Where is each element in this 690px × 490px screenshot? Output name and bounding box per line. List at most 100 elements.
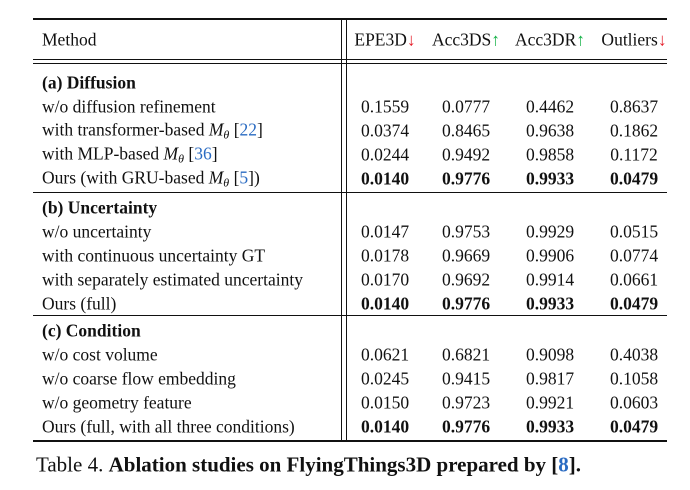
method-cell: with transformer-based Mθ [22]: [42, 120, 263, 143]
text-segment: w/o diffusion refinement: [42, 96, 216, 117]
value: 0.0147: [360, 221, 410, 242]
value: 0.1172: [610, 144, 658, 165]
text-segment: ]: [257, 119, 263, 140]
value: 0.0140: [360, 416, 410, 437]
header-rule: [33, 63, 667, 64]
value-cell: 0.9776: [442, 294, 490, 315]
value-cell: 0.9929: [526, 222, 574, 243]
method-cell: w/o geometry feature: [42, 393, 192, 414]
text-segment: 8: [558, 452, 569, 477]
text-segment: M: [208, 167, 224, 188]
value-cell: 0.0621: [361, 345, 409, 366]
header-cell: Outliers↓: [601, 30, 666, 51]
text-segment: M: [208, 119, 224, 140]
header-label: Outliers: [601, 29, 658, 50]
value-cell: 0.9723: [442, 393, 490, 414]
value: 0.9776: [441, 293, 491, 314]
value: 0.0661: [609, 269, 659, 290]
value: 0.0140: [360, 168, 410, 189]
header-arrow: ↓: [406, 29, 416, 50]
value: 0.8465: [441, 120, 491, 141]
value: 0.9098: [525, 344, 575, 365]
text-segment: [: [229, 167, 240, 188]
text-segment: with transformer-based: [42, 119, 209, 140]
text-segment: w/o geometry feature: [42, 392, 192, 413]
value-cell: 0.1172: [610, 145, 657, 166]
value: 0.9753: [441, 221, 491, 242]
value: 0.0603: [609, 392, 659, 413]
text-segment: w/o cost volume: [42, 344, 158, 365]
value: 0.0479: [609, 293, 659, 314]
value-cell: 0.9492: [442, 145, 490, 166]
text-segment: θ: [223, 175, 230, 190]
value-cell: 0.0150: [361, 393, 409, 414]
text-segment: [: [229, 119, 240, 140]
value-cell: 0.0147: [361, 222, 409, 243]
text-segment: 22: [239, 119, 258, 140]
value-cell: 0.9415: [442, 369, 490, 390]
value-cell: 0.0140: [361, 294, 409, 315]
value: 0.1862: [609, 120, 659, 141]
value-cell: 0.9753: [442, 222, 490, 243]
value-cell: 0.0479: [610, 169, 658, 190]
value-cell: 0.9914: [526, 270, 574, 291]
header-rule: [33, 59, 667, 60]
value: 0.0245: [360, 368, 410, 389]
value: 0.9415: [441, 368, 491, 389]
text-segment: θ: [223, 127, 230, 142]
value: 0.9492: [441, 144, 491, 165]
value: 0.6821: [441, 344, 491, 365]
text-segment: Ours (with GRU-based: [42, 167, 209, 188]
value: 0.9906: [525, 245, 575, 266]
header-label: Acc3DR: [515, 29, 577, 50]
value-cell: 0.0661: [610, 270, 658, 291]
value: 0.9776: [441, 416, 491, 437]
value: 0.9858: [525, 144, 575, 165]
value-cell: 0.9933: [526, 294, 574, 315]
value: 0.9669: [441, 245, 491, 266]
text-segment: [: [184, 143, 195, 164]
value: 0.9817: [525, 368, 575, 389]
value-cell: 0.0515: [610, 222, 658, 243]
value-cell: 0.9098: [526, 345, 574, 366]
method-cell: w/o cost volume: [42, 345, 158, 366]
value: 0.4462: [525, 96, 575, 117]
method-cell: w/o diffusion refinement: [42, 97, 216, 118]
header-cell: Method: [42, 30, 96, 51]
text-segment: with separately estimated uncertainty: [42, 269, 303, 290]
value-cell: 0.1559: [361, 97, 409, 118]
value-cell: 0.9669: [442, 246, 490, 267]
value-cell: 0.9776: [442, 417, 490, 438]
value: 0.0140: [360, 293, 410, 314]
value-cell: 0.0479: [610, 294, 658, 315]
method-cell: Ours (full, with all three conditions): [42, 417, 295, 438]
text-segment: θ: [178, 151, 185, 166]
value: 0.0515: [609, 221, 659, 242]
method-cell: w/o uncertainty: [42, 222, 151, 243]
header-label: Acc3DS: [431, 29, 492, 50]
value: 0.0178: [360, 245, 410, 266]
header-cell: Acc3DR↑: [515, 30, 585, 51]
value-cell: 0.4038: [610, 345, 658, 366]
value: 0.9929: [525, 221, 575, 242]
value-cell: 0.0245: [361, 369, 409, 390]
bottom-rule: [33, 440, 667, 442]
value: 0.9933: [525, 416, 575, 437]
value-cell: 0.9906: [526, 246, 574, 267]
value-cell: 0.8465: [442, 121, 490, 142]
value: 0.0374: [360, 120, 410, 141]
value: 0.9692: [441, 269, 491, 290]
value: 0.1058: [609, 368, 659, 389]
text-segment: w/o coarse flow embedding: [42, 368, 236, 389]
top-rule: [33, 18, 667, 20]
text-segment: 36: [194, 143, 212, 164]
section-rule: [33, 192, 667, 193]
value-cell: 0.1058: [610, 369, 658, 390]
header-cell: Acc3DS↑: [432, 30, 500, 51]
value-cell: 0.0140: [361, 417, 409, 438]
text-segment: with MLP-based: [42, 143, 164, 164]
method-cell: with separately estimated uncertainty: [42, 270, 303, 291]
value: 0.0774: [609, 245, 659, 266]
value-cell: 0.0374: [361, 121, 409, 142]
